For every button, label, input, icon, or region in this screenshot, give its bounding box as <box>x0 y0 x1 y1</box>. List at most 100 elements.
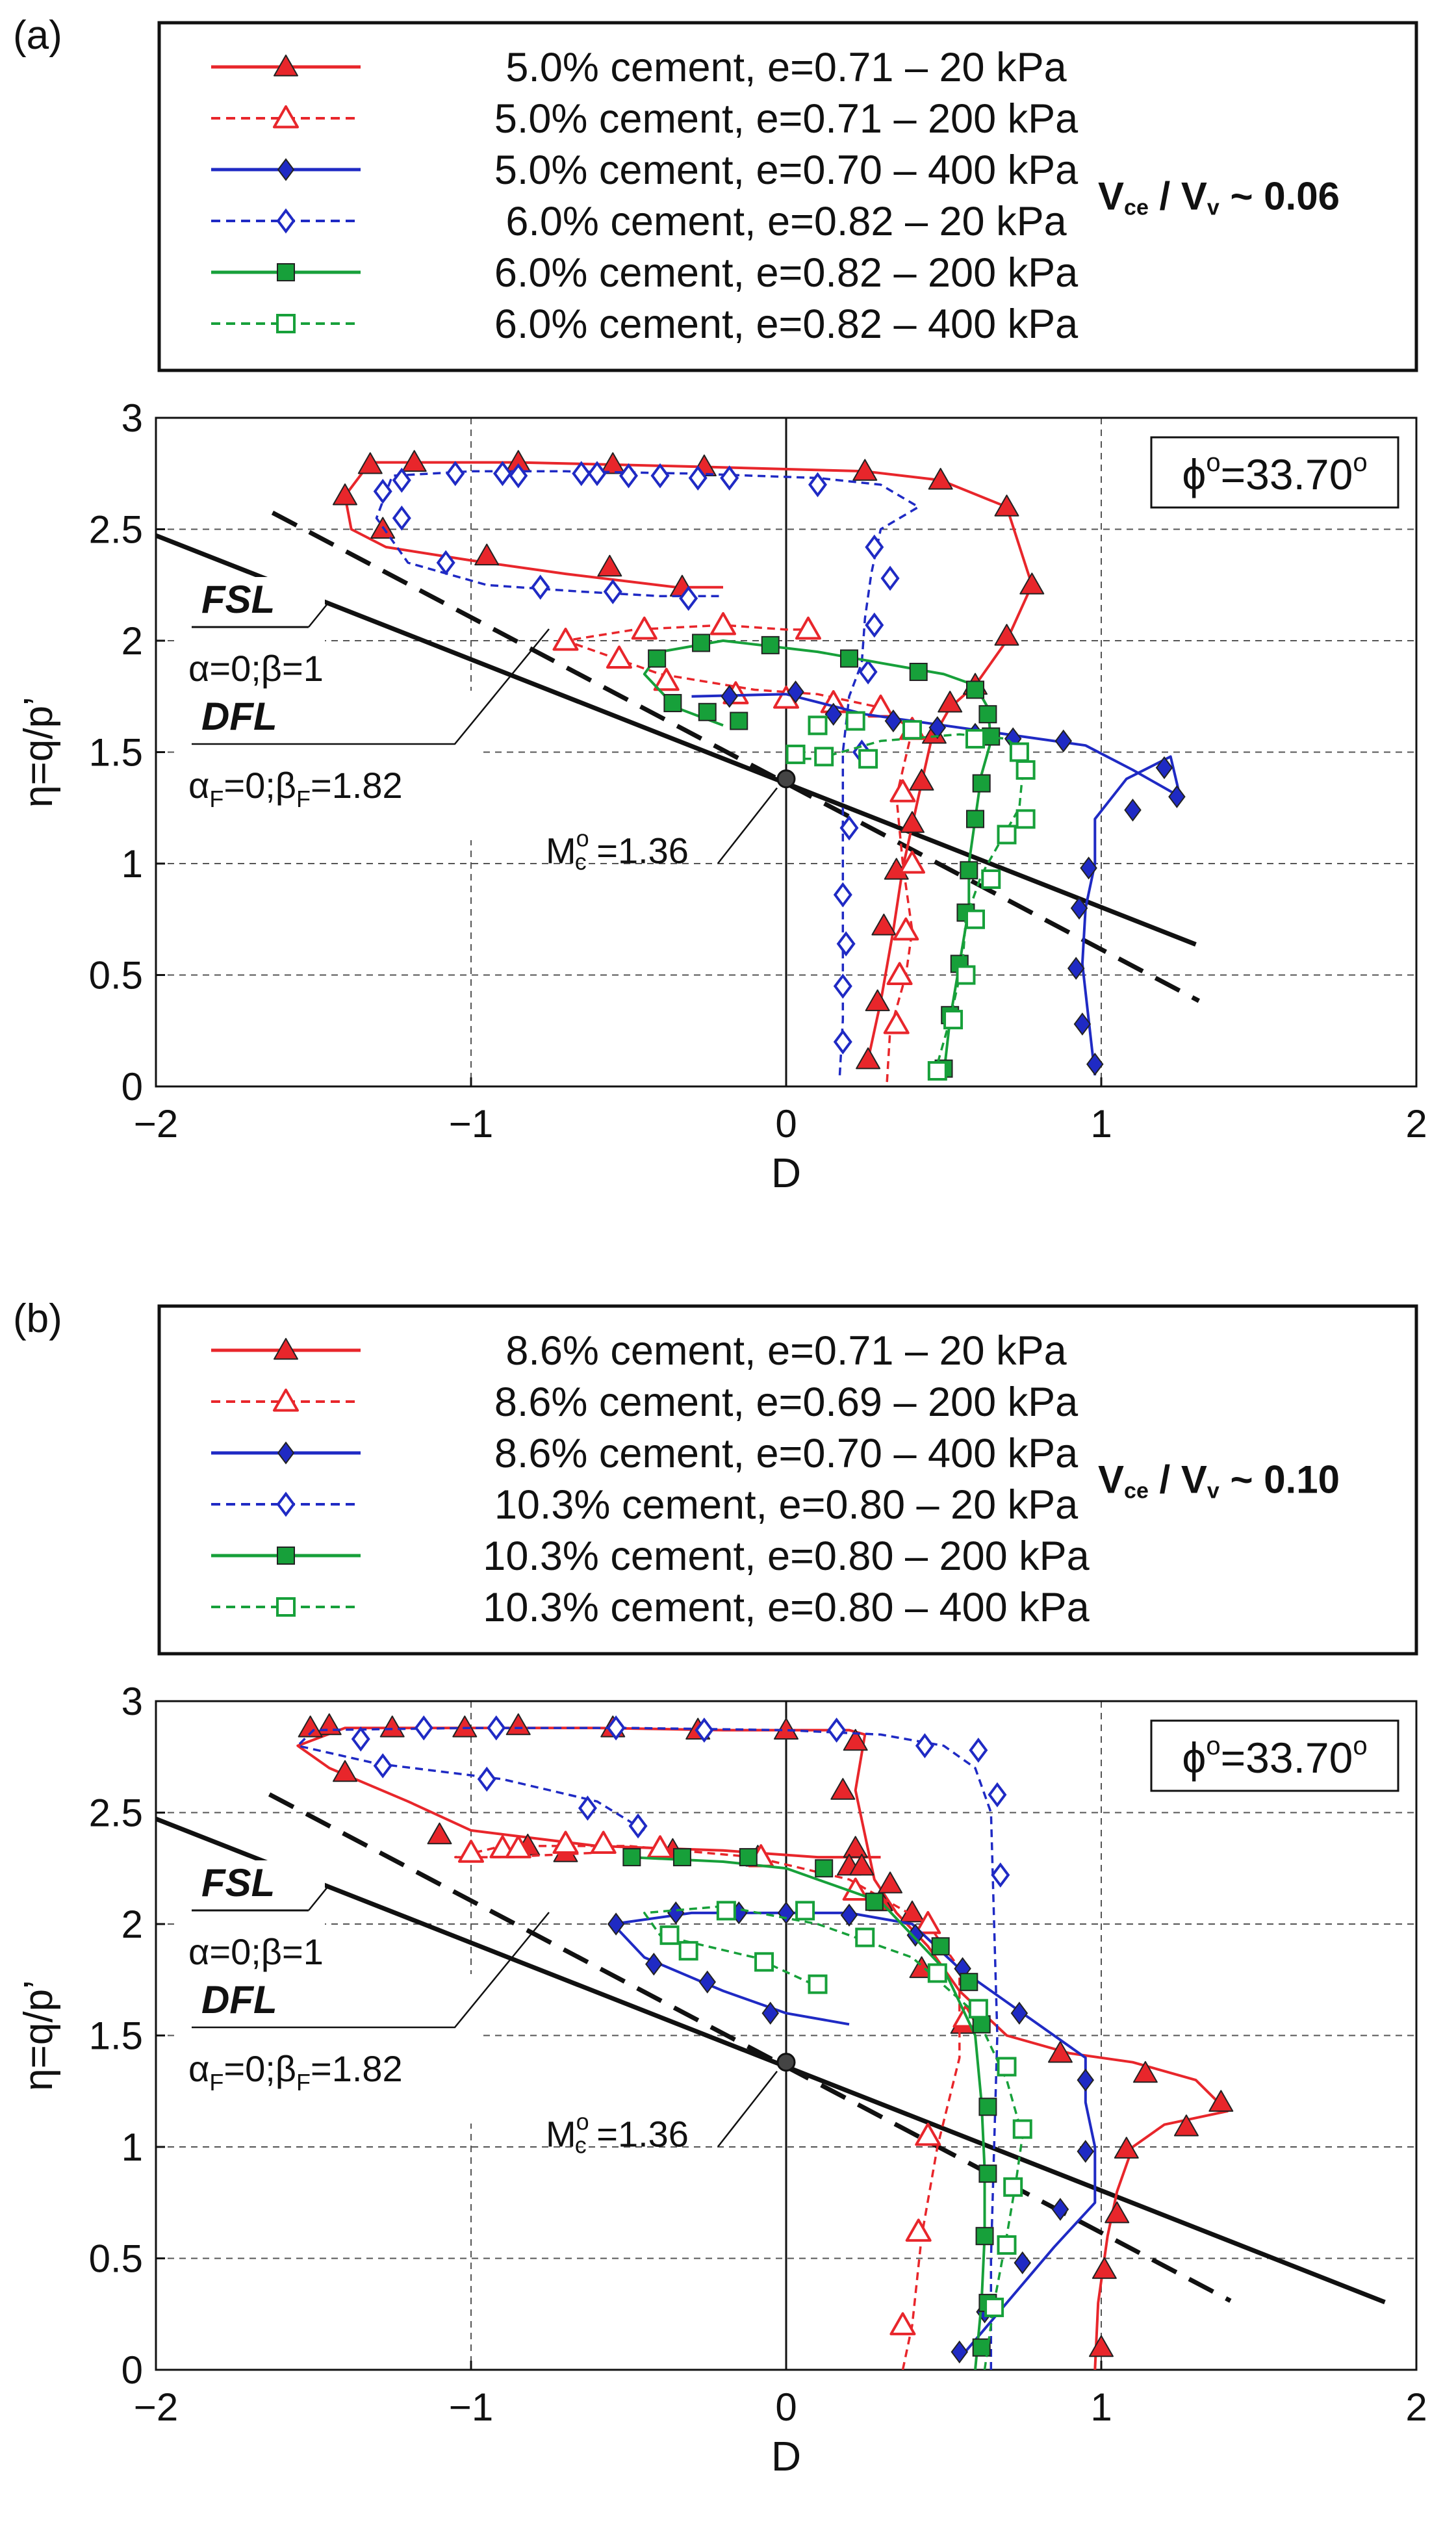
data-point <box>988 1782 1007 1808</box>
data-point <box>889 2312 916 2335</box>
series-4 <box>373 461 920 1075</box>
data-point <box>833 882 852 908</box>
dfl-beta: =0;β <box>224 2048 296 2089</box>
legend-label: 6.0% cement, e=0.82 – 400 kPa <box>494 302 1079 347</box>
phi-value: =33.70 <box>1221 450 1353 498</box>
x-axis-label: D <box>771 2433 801 2480</box>
data-point <box>956 965 976 985</box>
dfl-beta-sub: F <box>296 786 311 812</box>
data-point <box>698 702 717 721</box>
data-point <box>679 585 698 611</box>
data-point <box>650 463 670 489</box>
y-tick-label: 0 <box>121 2348 143 2392</box>
data-point <box>688 465 708 491</box>
data-point <box>833 1029 852 1055</box>
ratio-sub-v: v <box>1207 196 1220 220</box>
dfl-line <box>271 510 1200 1003</box>
data-point <box>373 478 392 504</box>
mc-arrow <box>717 787 778 864</box>
series-4 <box>296 1715 1010 2370</box>
data-point <box>843 1728 868 1751</box>
mc-sup: o <box>576 825 589 852</box>
data-point <box>716 1901 736 1921</box>
fsl-annotation: FSL α=0;β=1 <box>175 577 329 689</box>
fsl-annotation: FSL α=0;β=1 <box>175 1860 329 1972</box>
data-point <box>1073 1012 1092 1036</box>
data-point <box>1015 809 1036 829</box>
data-point <box>865 989 890 1012</box>
x-tick-label: −2 <box>134 2385 178 2429</box>
legend-label: 8.6% cement, e=0.69 – 200 kPa <box>494 1380 1079 1425</box>
ratio-value: ~ 0.06 <box>1220 175 1340 218</box>
data-point <box>505 1713 531 1736</box>
data-point <box>836 931 856 956</box>
data-point <box>552 1830 579 1855</box>
data-point <box>1051 2198 1069 2221</box>
data-point <box>477 1766 496 1792</box>
y-tick-label: 0.5 <box>89 2237 143 2281</box>
x-tick-label: 1 <box>1090 2385 1112 2429</box>
data-point <box>814 747 834 767</box>
data-point <box>1092 2257 1117 2279</box>
mc-m: M <box>546 2114 576 2155</box>
plot-area <box>156 450 1200 1083</box>
dfl-alpha-sub: F <box>209 786 224 812</box>
data-point <box>960 1973 978 1992</box>
data-point <box>845 711 865 731</box>
data-point <box>1067 956 1085 980</box>
legend-marker <box>273 1389 299 1412</box>
data-point <box>843 1836 868 1858</box>
data-point <box>915 1911 941 1934</box>
x-tick-label: −1 <box>449 1102 493 1146</box>
legend-item: 8.6% cement, e=0.71 – 20 kPa <box>211 1328 1067 1374</box>
data-point <box>884 709 902 733</box>
series-line <box>564 624 913 1083</box>
y-tick-label: 1 <box>121 842 143 886</box>
data-point <box>997 825 1017 845</box>
data-point <box>590 1830 617 1855</box>
mc-point <box>776 2053 796 2072</box>
data-point <box>909 769 934 791</box>
data-point <box>1077 2140 1094 2163</box>
legend-marker <box>274 1338 298 1360</box>
data-point <box>787 680 804 704</box>
data-point <box>975 2227 994 2246</box>
dfl-alpha-sub: F <box>209 2069 224 2096</box>
dfl-label-background <box>175 1974 481 2124</box>
data-point <box>827 1717 847 1743</box>
legend-label: 5.0% cement, e=0.71 – 200 kPa <box>494 96 1079 142</box>
friction-angle-box: ϕo=33.70o <box>1150 1719 1399 1792</box>
data-point <box>446 461 465 487</box>
data-point <box>865 534 884 560</box>
legend-label: 6.0% cement, e=0.82 – 200 kPa <box>494 250 1079 296</box>
data-point <box>761 635 780 654</box>
dfl-beta-value: =1.82 <box>311 2048 403 2089</box>
ratio-sep: / V <box>1149 1458 1207 1502</box>
data-point <box>721 685 738 708</box>
series-6 <box>785 711 1036 1081</box>
legend-label: 8.6% cement, e=0.71 – 20 kPa <box>505 1328 1067 1374</box>
y-tick-label: 2 <box>121 1903 143 1946</box>
friction-angle-label: ϕo=33.70o <box>1182 448 1367 498</box>
data-point <box>373 1753 392 1778</box>
data-point <box>392 506 411 531</box>
x-tick-label: −2 <box>134 1102 178 1146</box>
legend-box <box>157 21 1418 372</box>
data-point <box>552 628 579 651</box>
data-point <box>730 712 748 730</box>
data-point <box>1132 2060 1158 2083</box>
ratio-sub-ce: ce <box>1124 196 1149 220</box>
data-point <box>695 1717 714 1743</box>
data-point <box>720 465 739 491</box>
data-point <box>943 1010 964 1030</box>
data-point <box>531 574 550 600</box>
x-tick-label: 1 <box>1090 1102 1112 1146</box>
y-tick-label: 0.5 <box>89 954 143 997</box>
data-point <box>839 815 859 841</box>
data-point <box>871 914 897 936</box>
data-point <box>808 472 827 498</box>
fsl-label: FSL <box>201 1861 275 1905</box>
